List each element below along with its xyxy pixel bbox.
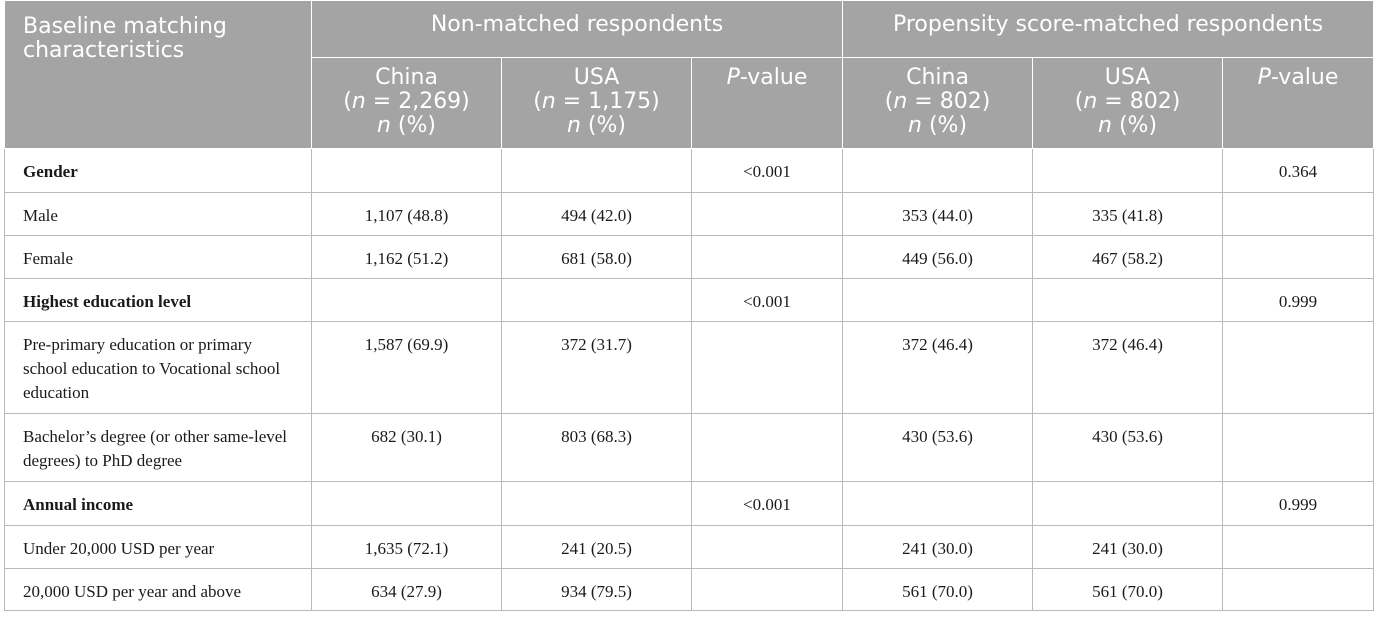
table-cell bbox=[690, 321, 844, 414]
table-cell bbox=[1222, 413, 1375, 482]
table-cell: <0.001 bbox=[690, 278, 844, 322]
table-cell: 561 (70.0) bbox=[1032, 568, 1224, 611]
table-row-income: Annual income <0.001 0.999 bbox=[4, 481, 1375, 526]
table-cell: 0.999 bbox=[1222, 278, 1375, 322]
row-label: 20,000 USD per year and above bbox=[4, 568, 312, 611]
table-cell: 449 (56.0) bbox=[842, 235, 1034, 279]
table-cell: 372 (31.7) bbox=[501, 321, 692, 414]
row-label: Male bbox=[4, 192, 312, 236]
table-cell bbox=[690, 413, 844, 482]
table-cell: 682 (30.1) bbox=[311, 413, 502, 482]
table-cell: 1,162 (51.2) bbox=[311, 235, 502, 279]
table-cell: 241 (30.0) bbox=[1032, 525, 1224, 569]
table-cell bbox=[1222, 235, 1375, 279]
table-cell: 1,635 (72.1) bbox=[311, 525, 502, 569]
table-cell: 494 (42.0) bbox=[501, 192, 692, 236]
table-cell: 467 (58.2) bbox=[1032, 235, 1224, 279]
table-cell bbox=[690, 192, 844, 236]
table-body: Gender <0.001 0.364 Male 1,107 (48.8) 49… bbox=[4, 148, 1375, 611]
row-label: Female bbox=[4, 235, 312, 279]
row-label: Highest education level bbox=[4, 278, 312, 322]
table-cell: 1,587 (69.9) bbox=[311, 321, 502, 414]
table-cell: 241 (30.0) bbox=[842, 525, 1034, 569]
table-cell bbox=[501, 148, 692, 193]
table-cell: <0.001 bbox=[690, 148, 844, 193]
table-row-gender: Gender <0.001 0.364 bbox=[4, 148, 1375, 193]
table-cell bbox=[1222, 525, 1375, 569]
table-cell bbox=[690, 235, 844, 279]
table-cell: 353 (44.0) bbox=[842, 192, 1034, 236]
table-cell: 634 (27.9) bbox=[311, 568, 502, 611]
column-sample-size: (n = 802) bbox=[1074, 89, 1181, 114]
column-unit: n (%) bbox=[908, 113, 968, 138]
table-cell bbox=[311, 481, 502, 526]
column-header-usa-nonmatched: USA (n = 1,175) n (%) bbox=[501, 57, 692, 149]
column-sample-size: (n = 1,175) bbox=[533, 89, 660, 114]
table-row-under-20000: Under 20,000 USD per year 1,635 (72.1) 2… bbox=[4, 525, 1375, 569]
table-row-female: Female 1,162 (51.2) 681 (58.0) 449 (56.0… bbox=[4, 235, 1375, 279]
row-label: Under 20,000 USD per year bbox=[4, 525, 312, 569]
table-cell bbox=[842, 148, 1034, 193]
column-header-pvalue-nonmatched: P-value bbox=[690, 57, 844, 149]
table-row-primary-vocational: Pre-primary education or primary school … bbox=[4, 321, 1375, 414]
table-cell: 0.999 bbox=[1222, 481, 1375, 526]
table-cell: 803 (68.3) bbox=[501, 413, 692, 482]
table-cell bbox=[690, 525, 844, 569]
table-cell bbox=[1222, 192, 1375, 236]
table-cell bbox=[501, 278, 692, 322]
table-cell: 561 (70.0) bbox=[842, 568, 1034, 611]
table-row-20000-above: 20,000 USD per year and above 634 (27.9)… bbox=[4, 568, 1375, 611]
row-label: Pre-primary education or primary school … bbox=[4, 321, 312, 414]
column-unit: n (%) bbox=[1098, 113, 1158, 138]
corner-header-line2: characteristics bbox=[23, 38, 185, 63]
table-cell: 335 (41.8) bbox=[1032, 192, 1224, 236]
table-cell: <0.001 bbox=[690, 481, 844, 526]
table-cell bbox=[1032, 481, 1224, 526]
table-cell bbox=[501, 481, 692, 526]
table-cell: 681 (58.0) bbox=[501, 235, 692, 279]
column-sample-size: (n = 802) bbox=[884, 89, 991, 114]
row-label: Annual income bbox=[4, 481, 312, 526]
column-header-pvalue-matched: P-value bbox=[1222, 57, 1375, 149]
table-cell: 934 (79.5) bbox=[501, 568, 692, 611]
group-header-matched: Propensity score-matched respondents bbox=[842, 0, 1375, 58]
column-country: China bbox=[375, 65, 438, 90]
table-header: Baseline matching characteristics Non-ma… bbox=[4, 0, 1375, 149]
table-cell bbox=[311, 278, 502, 322]
table-row-male: Male 1,107 (48.8) 494 (42.0) 353 (44.0) … bbox=[4, 192, 1375, 236]
table-cell: 430 (53.6) bbox=[1032, 413, 1224, 482]
table-cell: 1,107 (48.8) bbox=[311, 192, 502, 236]
column-header-china-nonmatched: China (n = 2,269) n (%) bbox=[311, 57, 502, 149]
row-label: Bachelor’s degree (or other same-level d… bbox=[4, 413, 312, 482]
table-cell bbox=[311, 148, 502, 193]
table-cell bbox=[1032, 278, 1224, 322]
column-header-usa-matched: USA (n = 802) n (%) bbox=[1032, 57, 1224, 149]
column-country: USA bbox=[573, 65, 620, 90]
baseline-characteristics-table: Baseline matching characteristics Non-ma… bbox=[4, 0, 1375, 611]
table-cell: 372 (46.4) bbox=[842, 321, 1034, 414]
table-cell bbox=[842, 278, 1034, 322]
column-sample-size: (n = 2,269) bbox=[343, 89, 470, 114]
table-cell: 0.364 bbox=[1222, 148, 1375, 193]
table-cell: 241 (20.5) bbox=[501, 525, 692, 569]
table-row-education: Highest education level <0.001 0.999 bbox=[4, 278, 1375, 322]
group-header-nonmatched: Non-matched respondents bbox=[310, 0, 844, 58]
column-unit: n (%) bbox=[566, 113, 627, 138]
column-header-china-matched: China (n = 802) n (%) bbox=[842, 57, 1034, 149]
column-country: USA bbox=[1104, 65, 1151, 90]
corner-header-line1: Baseline matching bbox=[23, 14, 227, 39]
table-cell: 430 (53.6) bbox=[842, 413, 1034, 482]
table-cell bbox=[842, 481, 1034, 526]
table-cell: 372 (46.4) bbox=[1032, 321, 1224, 414]
table-cell bbox=[690, 568, 844, 611]
table-row-bachelor-phd: Bachelor’s degree (or other same-level d… bbox=[4, 413, 1375, 482]
row-label: Gender bbox=[4, 148, 312, 193]
column-unit: n (%) bbox=[376, 113, 437, 138]
corner-header: Baseline matching characteristics bbox=[4, 0, 312, 149]
column-country: China bbox=[906, 65, 969, 90]
table-cell bbox=[1222, 321, 1375, 414]
table-cell bbox=[1032, 148, 1224, 193]
table-cell bbox=[1222, 568, 1375, 611]
